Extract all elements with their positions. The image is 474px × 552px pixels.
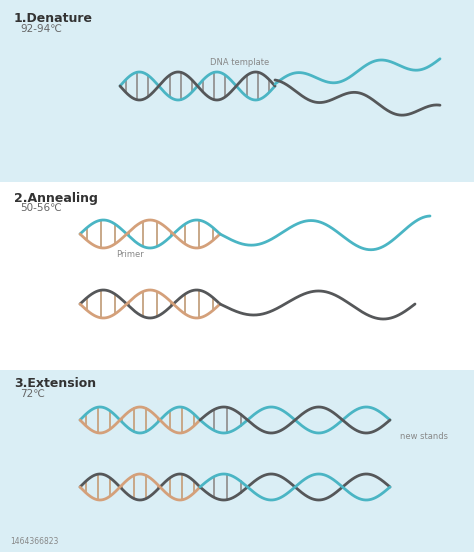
Text: new stands: new stands xyxy=(400,432,448,441)
Text: 1.Denature: 1.Denature xyxy=(14,12,93,25)
Text: 50-56℃: 50-56℃ xyxy=(20,203,62,213)
Text: 3.Extension: 3.Extension xyxy=(14,377,96,390)
Text: DNA template: DNA template xyxy=(210,58,270,67)
Text: 2.Annealing: 2.Annealing xyxy=(14,192,98,205)
Bar xyxy=(0,182,474,370)
Text: 1464366823: 1464366823 xyxy=(10,537,58,546)
Text: 72℃: 72℃ xyxy=(20,389,45,399)
Bar xyxy=(0,370,474,552)
Text: 92-94℃: 92-94℃ xyxy=(20,24,62,34)
Text: Primer: Primer xyxy=(116,250,144,259)
Bar xyxy=(0,0,474,182)
